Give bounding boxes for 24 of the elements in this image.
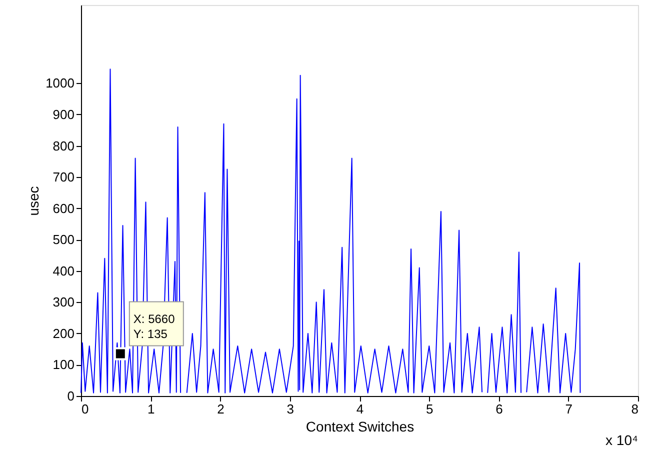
x-axis-title: Context Switches: [306, 418, 414, 434]
y-tick-label: 900: [52, 106, 74, 122]
y-tick-label: 1000: [46, 76, 74, 91]
y-tick-label: 500: [52, 232, 74, 248]
x-tick-label: 2: [217, 402, 224, 416]
x-tick-label: 7: [565, 402, 572, 416]
x-tick-label: 5: [426, 402, 434, 416]
y-tick-label: 0: [67, 388, 74, 404]
y-tick-label: 600: [52, 200, 74, 216]
x-tick-label: 4: [356, 402, 364, 416]
y-axis-title: usec: [26, 186, 42, 216]
annotation: X: 5660 Y: 135: [133, 312, 176, 341]
y-tick-label: 200: [52, 326, 74, 341]
y-tick-label: 700: [52, 170, 74, 185]
x-tick-label: 0: [82, 402, 89, 416]
y-tick-label: 400: [52, 263, 74, 278]
y-tick-label: 300: [52, 294, 74, 310]
x-tick-label: 3: [286, 402, 294, 416]
x-tick-label: 1: [148, 402, 155, 416]
x-tick-label: 8: [631, 402, 638, 416]
y-tick-label: 800: [52, 138, 74, 154]
y-tick-label: 100: [52, 357, 74, 372]
text: x 10⁴: [606, 432, 638, 448]
x-tick-label: 6: [496, 402, 503, 416]
